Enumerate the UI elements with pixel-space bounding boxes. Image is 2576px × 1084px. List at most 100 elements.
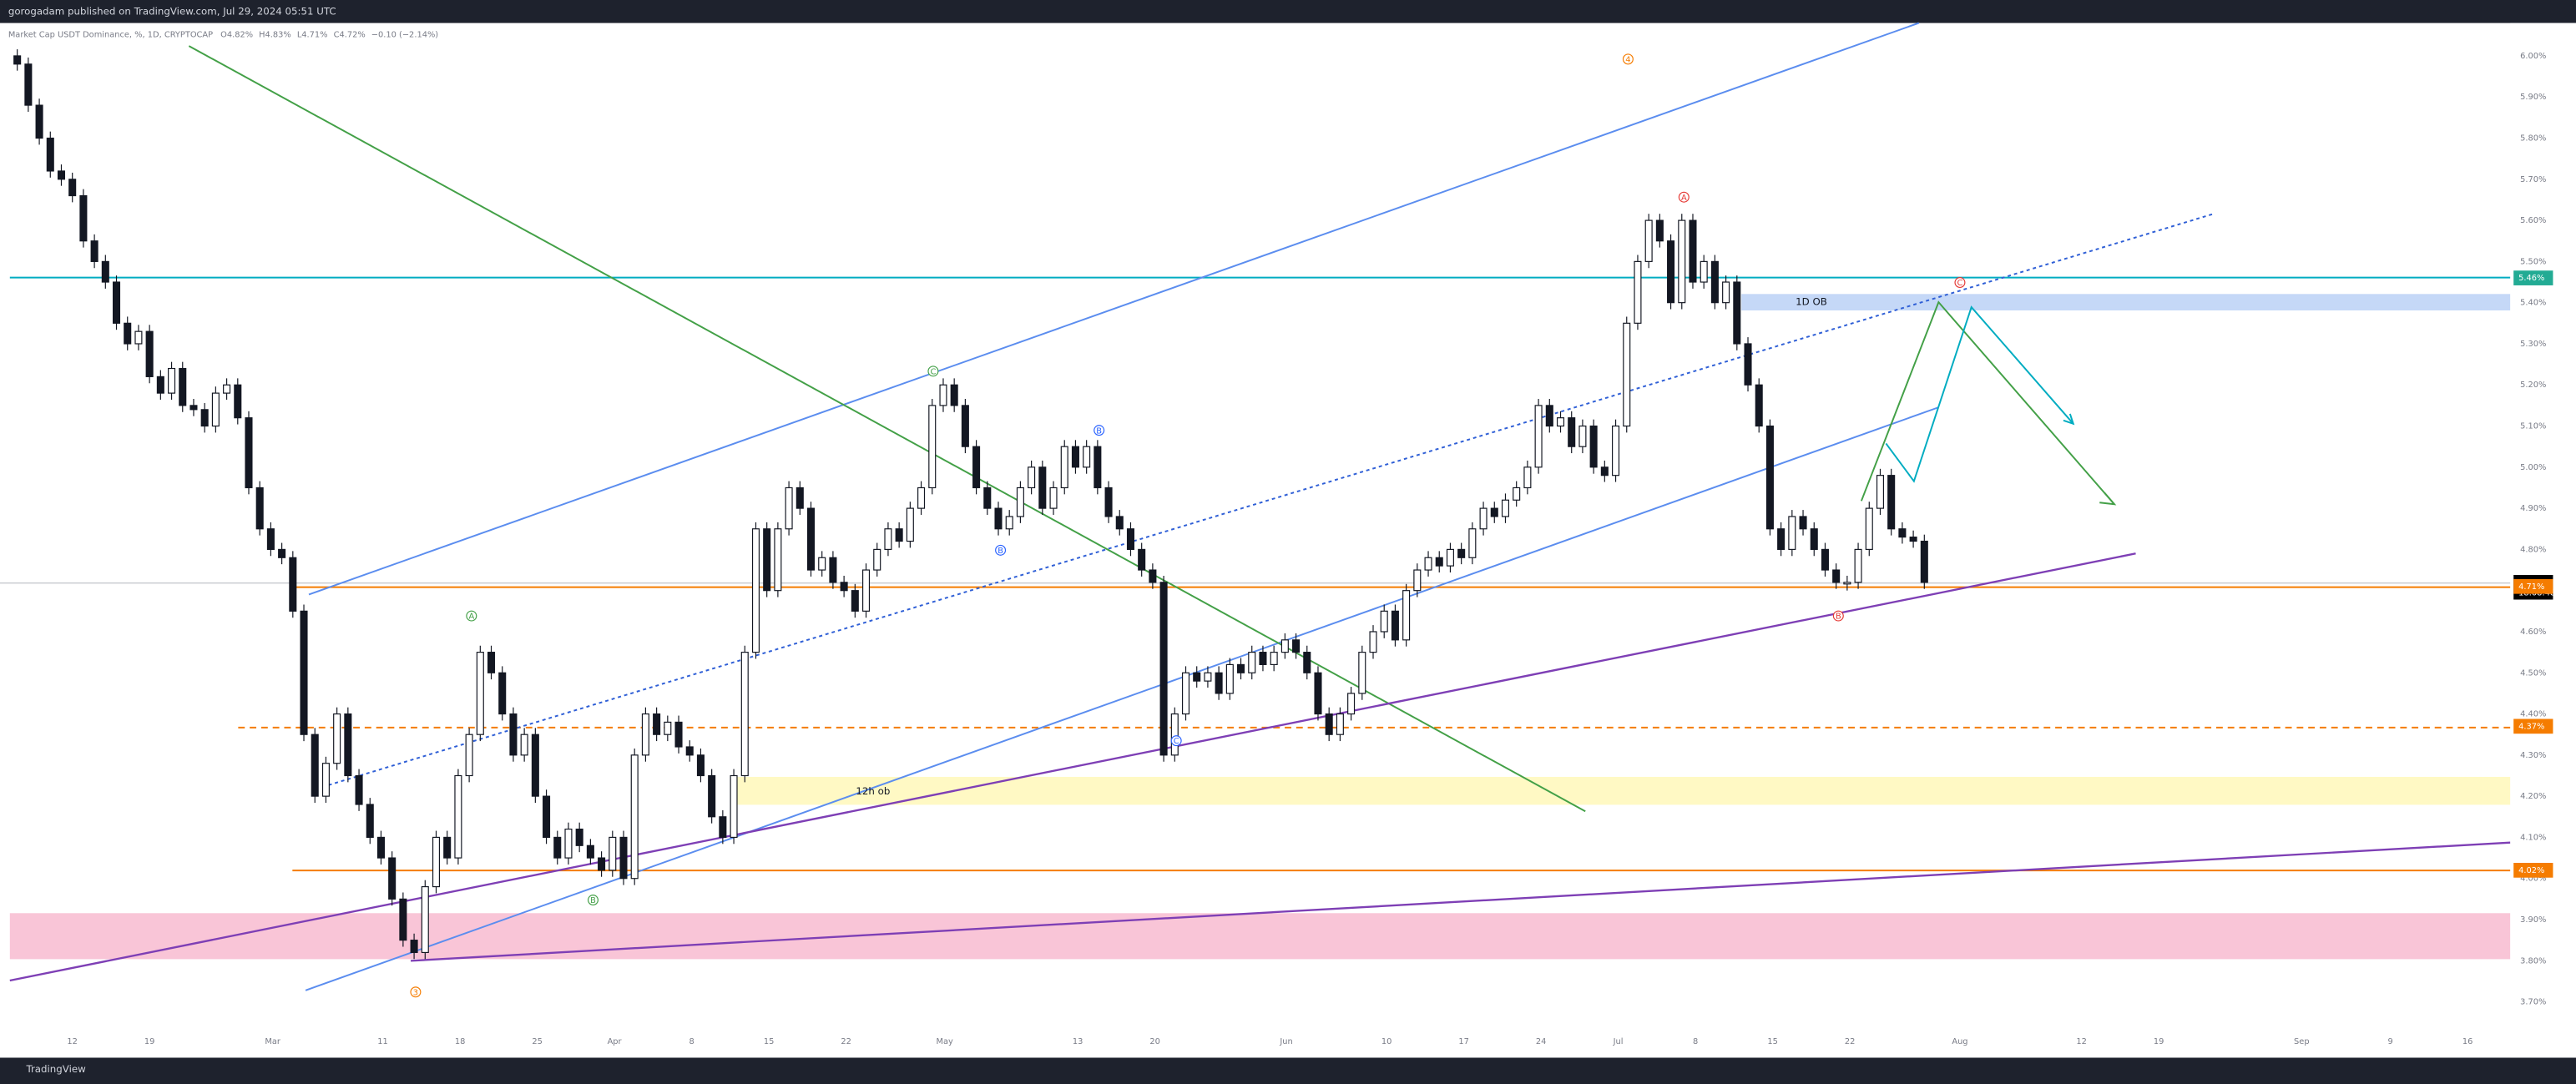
wave-marker: [1622, 53, 1634, 65]
wave-label: A: [1681, 194, 1687, 203]
candle: [68, 179, 77, 197]
date-label: Sep: [2294, 1037, 2310, 1046]
candle: [906, 507, 914, 542]
candle: [1644, 219, 1653, 262]
candle: [1413, 569, 1422, 592]
wave-label: C: [1174, 737, 1179, 746]
wave-label: B: [1096, 426, 1102, 436]
date-label: 11: [377, 1037, 388, 1046]
wave-marker: [927, 366, 939, 377]
wave-label: 4: [1625, 55, 1630, 64]
zone-12h-ob: [734, 776, 2511, 805]
price-label: 5.40%: [2520, 299, 2546, 308]
candle: [1589, 425, 1598, 468]
price-label: 5.70%: [2520, 175, 2546, 184]
candle: [564, 828, 573, 859]
candle: [145, 330, 154, 377]
legend-open: O4.82%: [220, 30, 253, 39]
candle: [321, 763, 330, 797]
candle: [1920, 540, 1928, 583]
candle: [1336, 713, 1344, 735]
candle: [1016, 487, 1024, 517]
price-axis: [2510, 23, 2576, 1058]
candle: [1028, 466, 1036, 489]
candle: [1710, 260, 1719, 304]
candle: [1876, 475, 1885, 509]
candle: [1799, 516, 1807, 530]
candle: [1038, 466, 1047, 509]
wave-label: A: [468, 613, 474, 622]
candle: [1810, 528, 1818, 550]
candle: [487, 652, 496, 673]
price-label: 4.80%: [2520, 545, 2546, 554]
legend-change: −0.10 (−2.14%): [371, 30, 438, 39]
candle: [1159, 582, 1168, 756]
candle: [333, 713, 341, 764]
candle: [751, 528, 760, 653]
price-label: 5.00%: [2520, 463, 2546, 472]
candle: [376, 836, 385, 859]
price-label: 4.20%: [2520, 792, 2546, 801]
candle: [311, 734, 319, 797]
candle: [1071, 446, 1079, 468]
date-label: 20: [1149, 1037, 1160, 1046]
candle: [1358, 652, 1366, 694]
candle: [289, 557, 297, 612]
wave-marker: [410, 986, 422, 998]
candle: [179, 367, 187, 406]
price-label: 4.10%: [2520, 833, 2546, 842]
candle: [851, 590, 859, 612]
candle: [598, 857, 606, 871]
candle: [1280, 639, 1289, 653]
candle: [211, 392, 220, 427]
candle: [1898, 528, 1907, 538]
candle: [840, 582, 848, 592]
candle: [1138, 548, 1146, 571]
price-label: 4.30%: [2520, 751, 2546, 760]
candle: [134, 330, 143, 345]
price-label: 5.80%: [2520, 134, 2546, 144]
candle: [24, 63, 33, 106]
candle: [653, 713, 661, 735]
price-label: 5.90%: [2520, 93, 2546, 102]
price-label: 5.20%: [2520, 381, 2546, 390]
candle: [1777, 528, 1786, 550]
date-label: Jun: [1279, 1037, 1292, 1046]
candle: [520, 734, 528, 756]
candle: [708, 774, 716, 818]
candle: [1115, 516, 1124, 530]
wave-marker: [1678, 191, 1690, 203]
candle: [939, 384, 947, 406]
price-tag: [2513, 718, 2553, 734]
candle: [57, 170, 66, 180]
price-label: 6.00%: [2520, 52, 2546, 61]
candle: [609, 836, 617, 871]
candle: [1556, 417, 1565, 427]
candle: [1369, 631, 1377, 653]
candle: [1325, 713, 1333, 735]
candle: [1193, 672, 1201, 682]
date-label: 9: [2387, 1037, 2392, 1046]
candle: [1722, 281, 1730, 304]
candle: [664, 721, 672, 735]
candle: [730, 774, 738, 839]
price-label: 4.40%: [2520, 710, 2546, 719]
candle: [1865, 507, 1873, 550]
date-label: May: [937, 1037, 954, 1046]
candle: [1909, 537, 1917, 542]
bottom-bar: [0, 1057, 2576, 1084]
candle: [1204, 672, 1212, 682]
date-label: 24: [1536, 1037, 1547, 1046]
candle: [1083, 446, 1091, 468]
trendline-purple-long: [410, 841, 2511, 962]
candle: [245, 417, 253, 489]
candle: [35, 104, 43, 139]
candle: [928, 405, 937, 489]
candle: [1689, 219, 1697, 283]
candle: [1225, 663, 1234, 694]
candle: [1215, 672, 1223, 694]
candle: [223, 384, 231, 394]
price-label: 5.10%: [2520, 422, 2546, 431]
candle: [1501, 499, 1510, 517]
